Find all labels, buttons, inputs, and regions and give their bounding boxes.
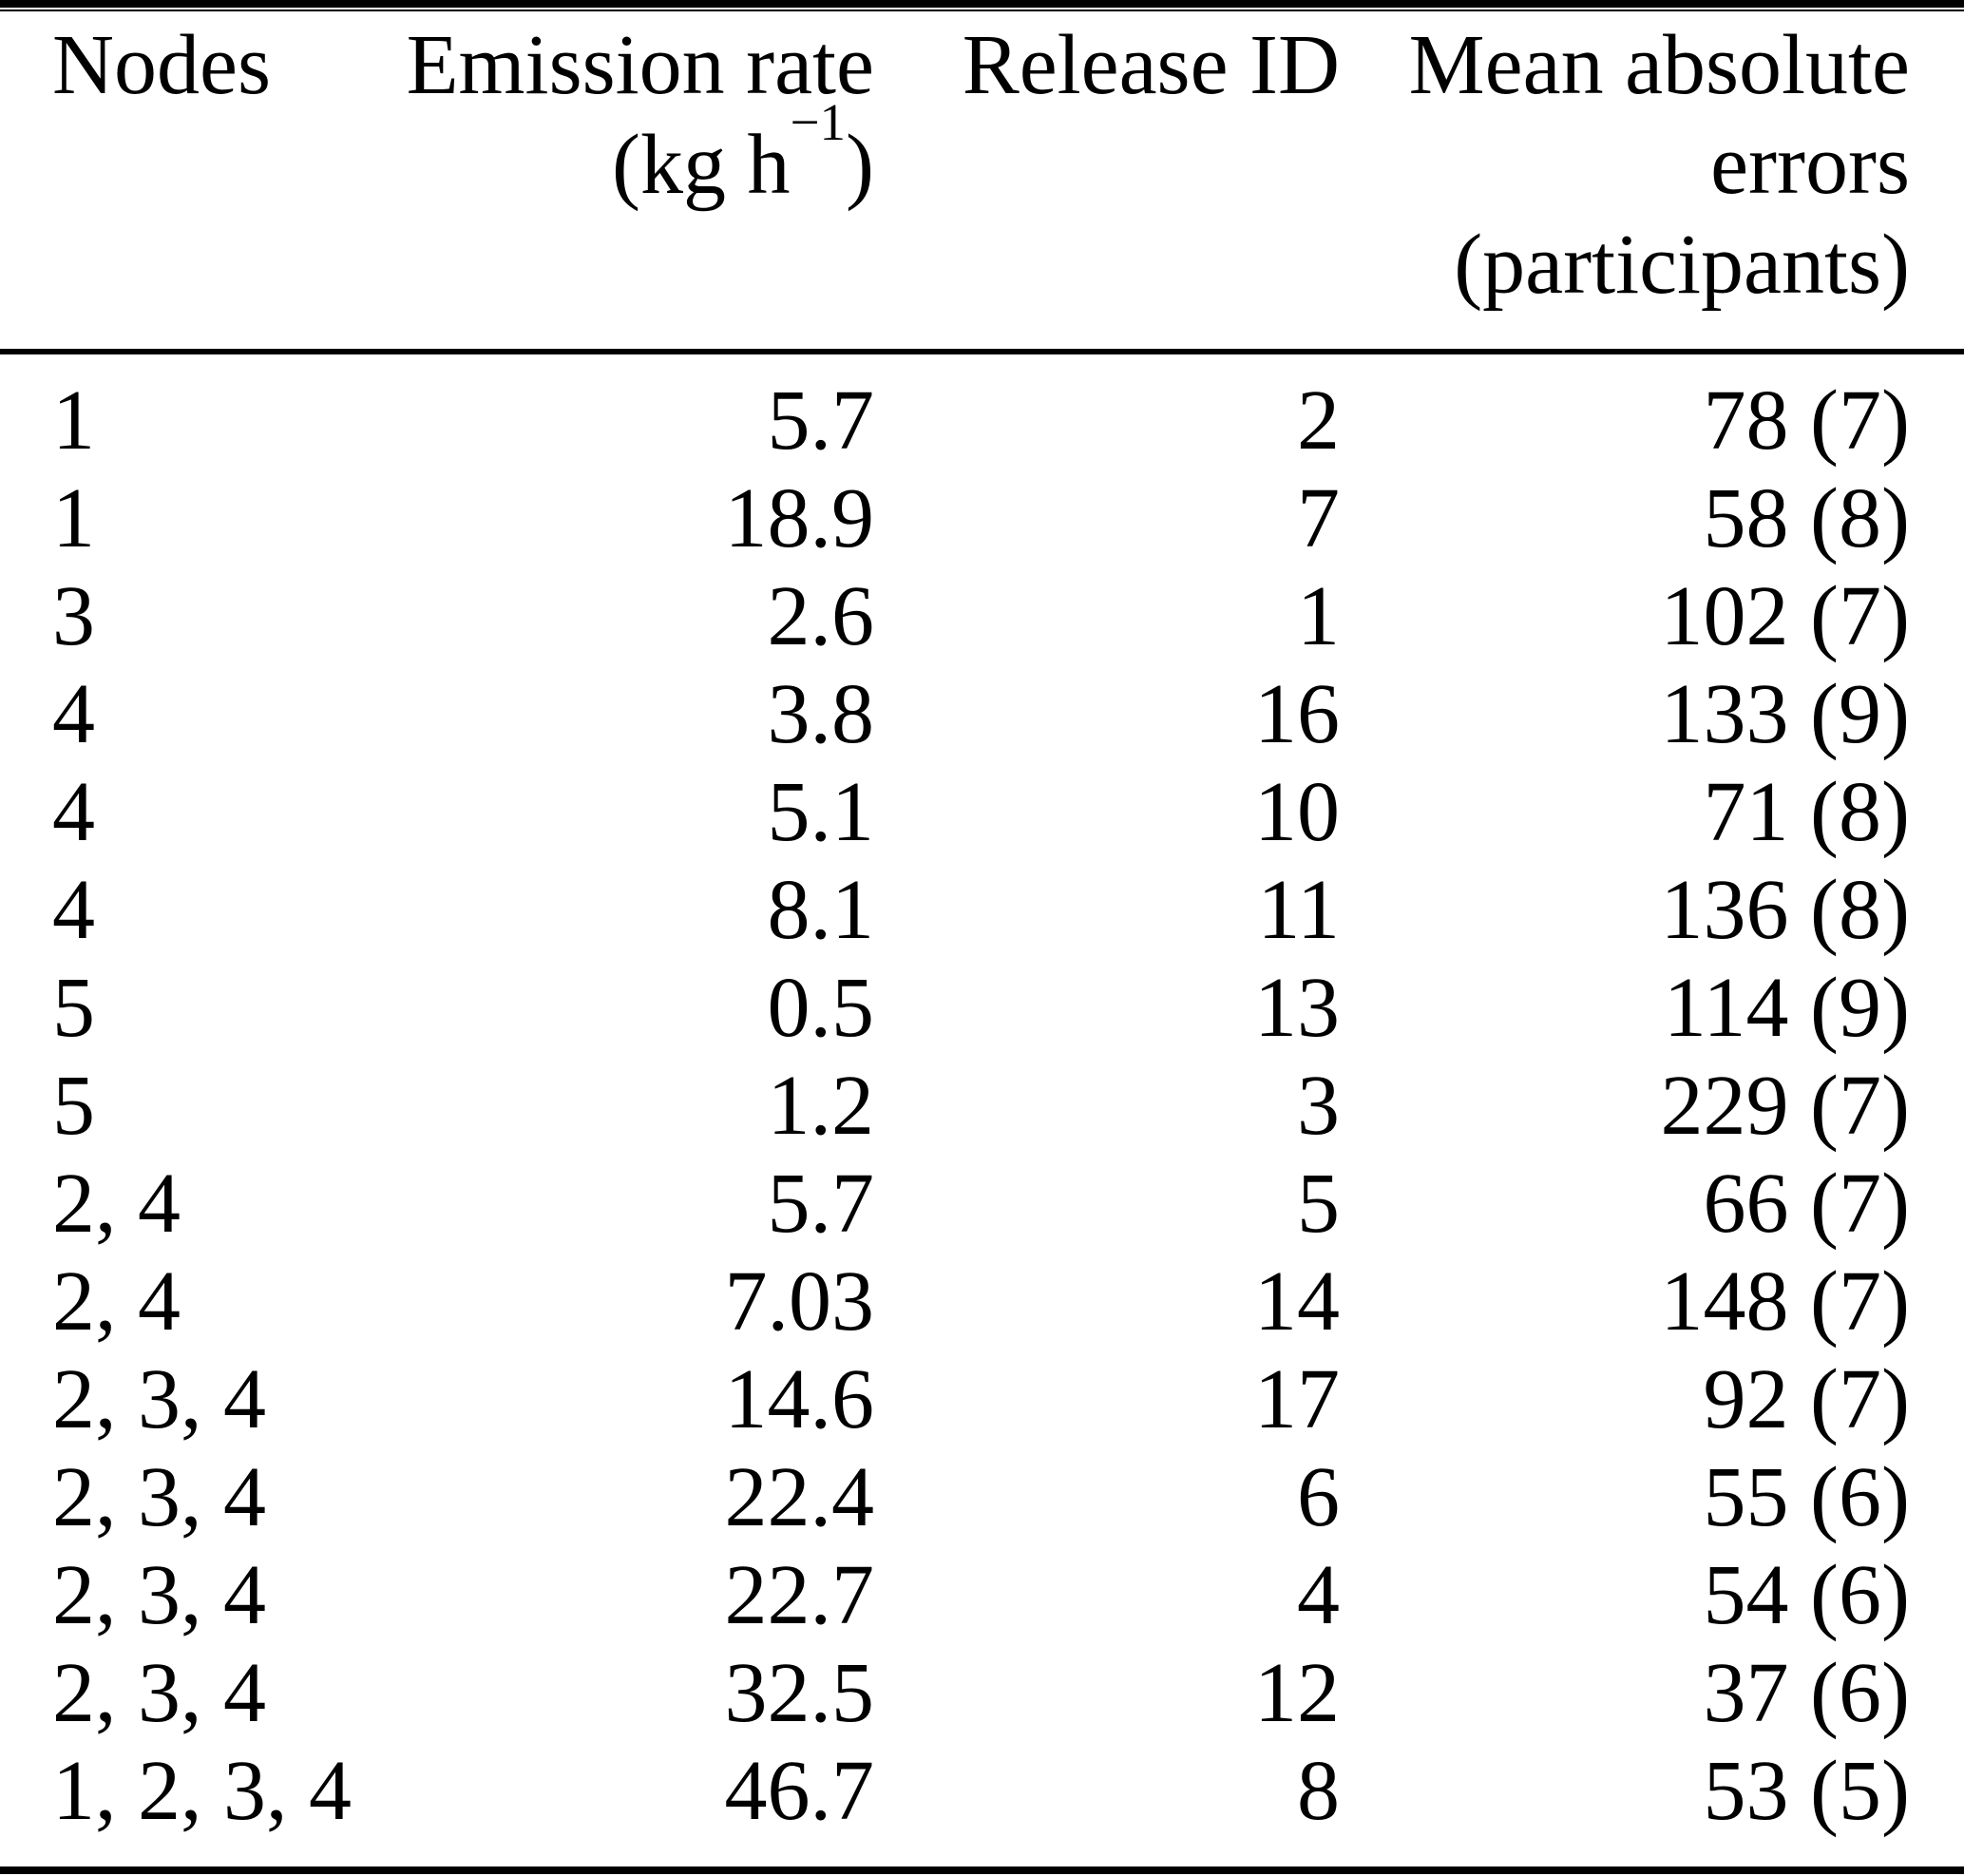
mae-header-line3: (participants) (1454, 218, 1910, 312)
cell-nodes: 2, 3, 4 (52, 1548, 266, 1642)
table-row: 2, 4 7.03 14 148 (7) (0, 1253, 1964, 1350)
table-header: Nodes Emission rate (kg h−1) Release ID … (0, 11, 1964, 349)
cell-nodes: 1, 2, 3, 4 (52, 1744, 352, 1838)
cell-release-id: 4 (1297, 1548, 1340, 1642)
cell-nodes: 2, 3, 4 (52, 1646, 266, 1740)
cell-emission-rate: 5.7 (767, 1157, 875, 1251)
cell-mean-absolute-errors: 78 (7) (1703, 373, 1910, 468)
cell-emission-rate: 0.5 (767, 961, 875, 1055)
cell-release-id: 14 (1254, 1254, 1340, 1349)
cell-emission-rate: 18.9 (724, 471, 875, 565)
cell-release-id: 6 (1297, 1450, 1340, 1544)
cell-mean-absolute-errors: 148 (7) (1660, 1254, 1910, 1349)
table-row: 2, 3, 4 32.5 12 37 (6) (0, 1644, 1964, 1742)
cell-nodes: 4 (52, 667, 95, 761)
cell-mean-absolute-errors: 71 (8) (1703, 765, 1910, 859)
cell-nodes: 4 (52, 863, 95, 957)
cell-release-id: 5 (1297, 1157, 1340, 1251)
cell-release-id: 13 (1254, 961, 1340, 1055)
cell-mean-absolute-errors: 136 (8) (1660, 863, 1910, 957)
cell-mean-absolute-errors: 66 (7) (1703, 1157, 1910, 1251)
cell-emission-rate: 3.8 (767, 667, 875, 761)
top-rule-thin (0, 10, 1964, 11)
cell-release-id: 11 (1257, 863, 1340, 957)
cell-emission-rate: 2.6 (767, 569, 875, 663)
header-body-rule (0, 349, 1964, 354)
cell-release-id: 17 (1254, 1352, 1340, 1446)
cell-nodes: 2, 4 (52, 1157, 181, 1251)
cell-emission-rate: 14.6 (724, 1352, 875, 1446)
cell-mean-absolute-errors: 37 (6) (1703, 1646, 1910, 1740)
top-rule-thick (0, 0, 1964, 8)
column-header-emission-rate: Emission rate (kg h−1) (361, 15, 874, 315)
cell-release-id: 1 (1297, 569, 1340, 663)
cell-mean-absolute-errors: 114 (9) (1663, 961, 1910, 1055)
cell-nodes: 2, 4 (52, 1254, 181, 1349)
table-row: 4 3.8 16 133 (9) (0, 665, 1964, 763)
cell-release-id: 2 (1297, 373, 1340, 468)
cell-nodes: 1 (52, 373, 95, 468)
cell-nodes: 1 (52, 471, 95, 565)
cell-mean-absolute-errors: 229 (7) (1660, 1059, 1910, 1153)
table-row: 4 5.1 10 71 (8) (0, 763, 1964, 861)
cell-mean-absolute-errors: 102 (7) (1660, 569, 1910, 663)
table-row: 1, 2, 3, 4 46.7 8 53 (5) (0, 1742, 1964, 1840)
table-row: 2, 3, 4 14.6 17 92 (7) (0, 1350, 1964, 1448)
cell-emission-rate: 5.7 (767, 373, 875, 468)
cell-mean-absolute-errors: 58 (8) (1703, 471, 1910, 565)
cell-release-id: 7 (1297, 471, 1340, 565)
table-row: 2, 4 5.7 5 66 (7) (0, 1155, 1964, 1253)
column-header-emission-rate-label: Emission rate (406, 18, 874, 112)
cell-mean-absolute-errors: 92 (7) (1703, 1352, 1910, 1446)
cell-emission-rate: 22.4 (724, 1450, 875, 1544)
table-body: 1 5.7 2 78 (7) 1 18.9 7 58 (8) 3 2.6 1 1… (0, 354, 1964, 1840)
cell-mean-absolute-errors: 55 (6) (1703, 1450, 1910, 1544)
cell-emission-rate: 22.7 (724, 1548, 875, 1642)
cell-nodes: 3 (52, 569, 95, 663)
table-row: 2, 3, 4 22.4 6 55 (6) (0, 1448, 1964, 1546)
column-header-emission-rate-unit: (kg h−1) (361, 96, 874, 215)
column-header-release-id: Release ID (874, 15, 1340, 315)
table-row: 2, 3, 4 22.7 4 54 (6) (0, 1546, 1964, 1644)
cell-release-id: 3 (1297, 1059, 1340, 1153)
cell-mean-absolute-errors: 133 (9) (1660, 667, 1910, 761)
cell-nodes: 2, 3, 4 (52, 1450, 266, 1544)
cell-release-id: 12 (1254, 1646, 1340, 1740)
cell-mean-absolute-errors: 54 (6) (1703, 1548, 1910, 1642)
cell-release-id: 16 (1254, 667, 1340, 761)
table-row: 1 5.7 2 78 (7) (0, 354, 1964, 469)
cell-nodes: 4 (52, 765, 95, 859)
cell-release-id: 10 (1254, 765, 1340, 859)
cell-emission-rate: 5.1 (767, 765, 875, 859)
unit-suffix: ) (846, 118, 874, 212)
cell-emission-rate: 46.7 (724, 1744, 875, 1838)
cell-mean-absolute-errors: 53 (5) (1703, 1744, 1910, 1838)
mae-header-line2: errors (1710, 118, 1910, 212)
cell-emission-rate: 1.2 (767, 1059, 875, 1153)
cell-nodes: 2, 3, 4 (52, 1352, 266, 1446)
column-header-nodes: Nodes (0, 15, 361, 315)
table-row: 4 8.1 11 136 (8) (0, 861, 1964, 959)
mae-header-line1: Mean absolute (1408, 18, 1910, 112)
table-row: 3 2.6 1 102 (7) (0, 567, 1964, 665)
table-row: 5 1.2 3 229 (7) (0, 1057, 1964, 1155)
table-row: 1 18.9 7 58 (8) (0, 469, 1964, 567)
column-header-nodes-label: Nodes (52, 18, 271, 112)
column-header-release-id-label: Release ID (962, 18, 1340, 112)
bottom-rule (0, 1866, 1964, 1874)
table-row: 5 0.5 13 114 (9) (0, 959, 1964, 1057)
column-header-mean-absolute-errors: Mean absolute errors (participants) (1340, 15, 1964, 315)
cell-nodes: 5 (52, 1059, 95, 1153)
cell-emission-rate: 7.03 (724, 1254, 875, 1349)
cell-release-id: 8 (1297, 1744, 1340, 1838)
cell-emission-rate: 8.1 (767, 863, 875, 957)
cell-nodes: 5 (52, 961, 95, 1055)
cell-emission-rate: 32.5 (724, 1646, 875, 1740)
unit-exponent: −1 (790, 93, 847, 152)
unit-prefix: (kg h (612, 118, 791, 212)
